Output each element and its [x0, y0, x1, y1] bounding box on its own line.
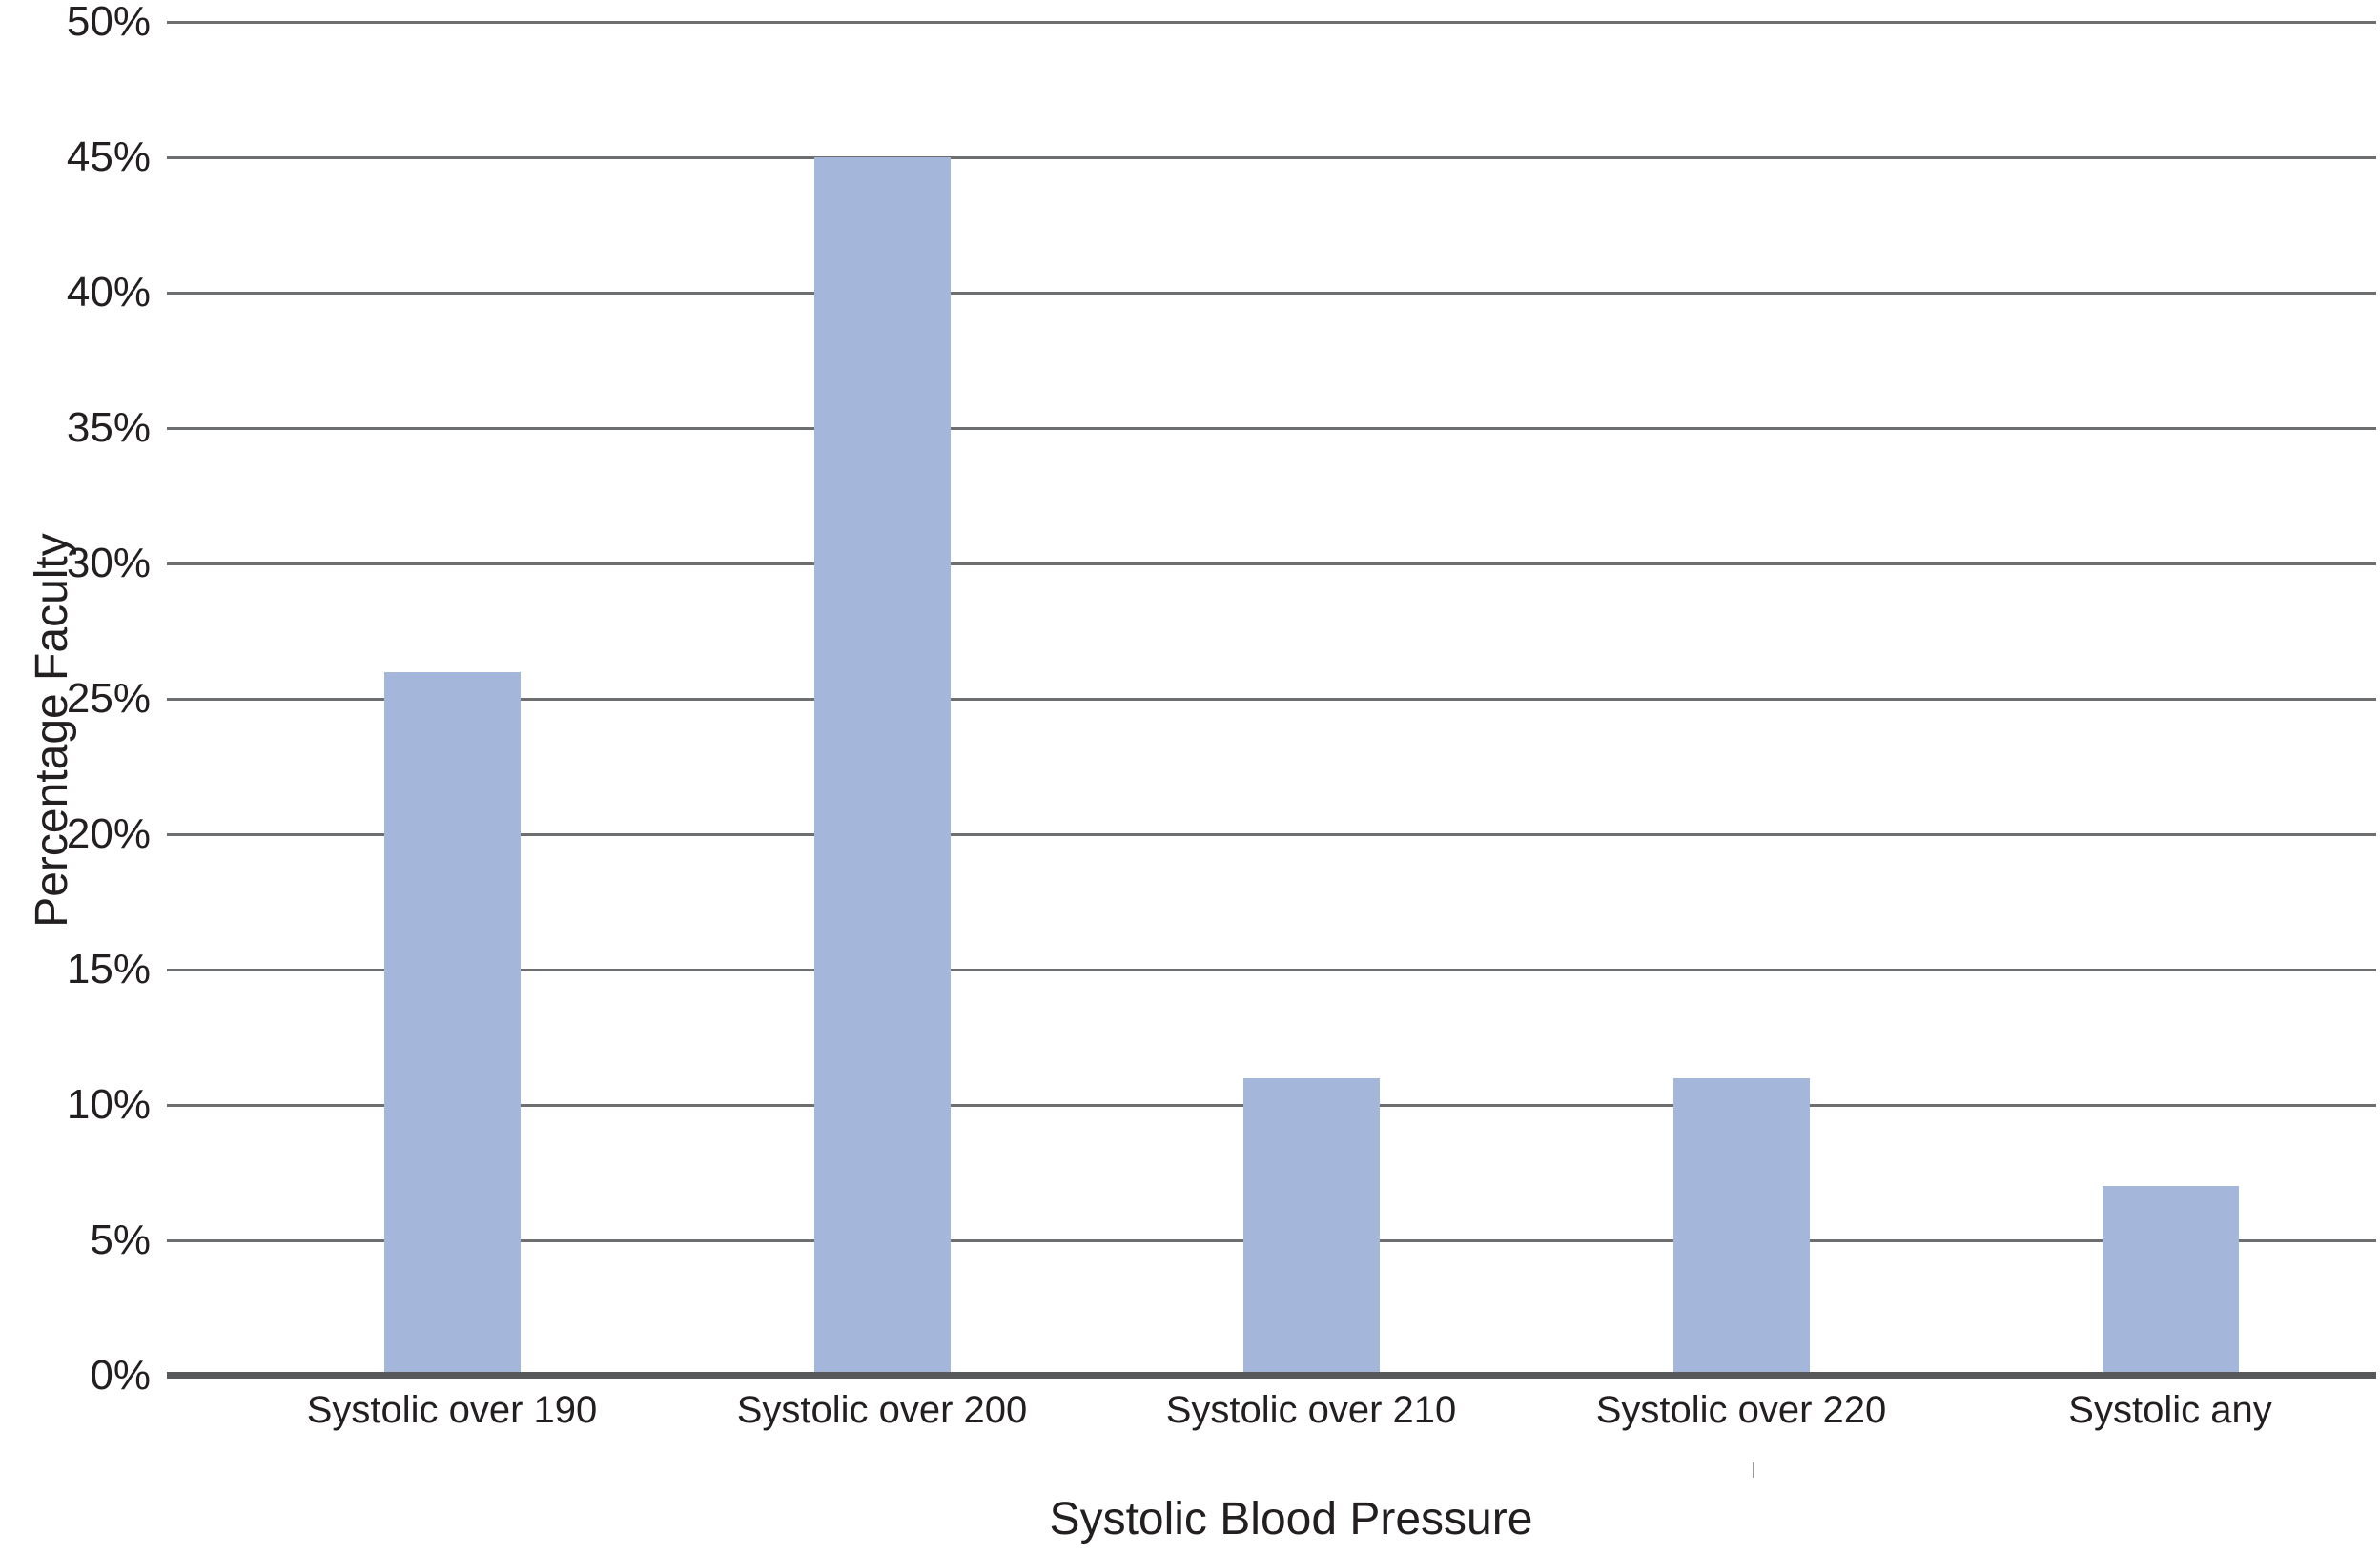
bar-systolic-over-210: [1242, 1078, 1380, 1376]
gridline-30%: [167, 562, 2376, 565]
x-axis-title: Systolic Blood Pressure: [1049, 1494, 1533, 1544]
stray-tick-mark: [1753, 1462, 1754, 1478]
y-tick-label-35%: 35%: [66, 404, 151, 451]
gridline-35%: [167, 427, 2376, 430]
gridline-20%: [167, 833, 2376, 836]
y-tick-label-15%: 15%: [66, 946, 151, 992]
x-category-label-systolic-over-200: Systolic over 200: [736, 1389, 1028, 1431]
x-category-label-systolic-over-220: Systolic over 220: [1595, 1389, 1887, 1431]
gridline-15%: [167, 969, 2376, 971]
bar-systolic-over-220: [1672, 1078, 1810, 1376]
bar-systolic-over-190: [383, 672, 521, 1376]
x-category-label-systolic-over-210: Systolic over 210: [1165, 1389, 1457, 1431]
y-tick-label-50%: 50%: [66, 0, 151, 45]
y-tick-label-40%: 40%: [66, 269, 151, 316]
gridline-40%: [167, 292, 2376, 295]
y-tick-label-20%: 20%: [66, 810, 151, 857]
y-tick-label-25%: 25%: [66, 675, 151, 722]
gridline-50%: [167, 21, 2376, 24]
bar-systolic-over-200: [813, 157, 951, 1376]
y-tick-label-30%: 30%: [66, 540, 151, 586]
x-category-label-systolic-over-190: Systolic over 190: [306, 1389, 598, 1431]
y-tick-label-45%: 45%: [66, 133, 151, 180]
gridline-45%: [167, 156, 2376, 159]
gridline-25%: [167, 698, 2376, 701]
x-axis-line: [167, 1372, 2376, 1379]
bar-systolic-any: [2102, 1186, 2239, 1376]
y-tick-label-5%: 5%: [90, 1217, 151, 1263]
x-category-label-systolic-any: Systolic any: [2068, 1389, 2272, 1431]
y-tick-label-10%: 10%: [66, 1081, 151, 1128]
y-tick-label-0%: 0%: [90, 1352, 151, 1399]
